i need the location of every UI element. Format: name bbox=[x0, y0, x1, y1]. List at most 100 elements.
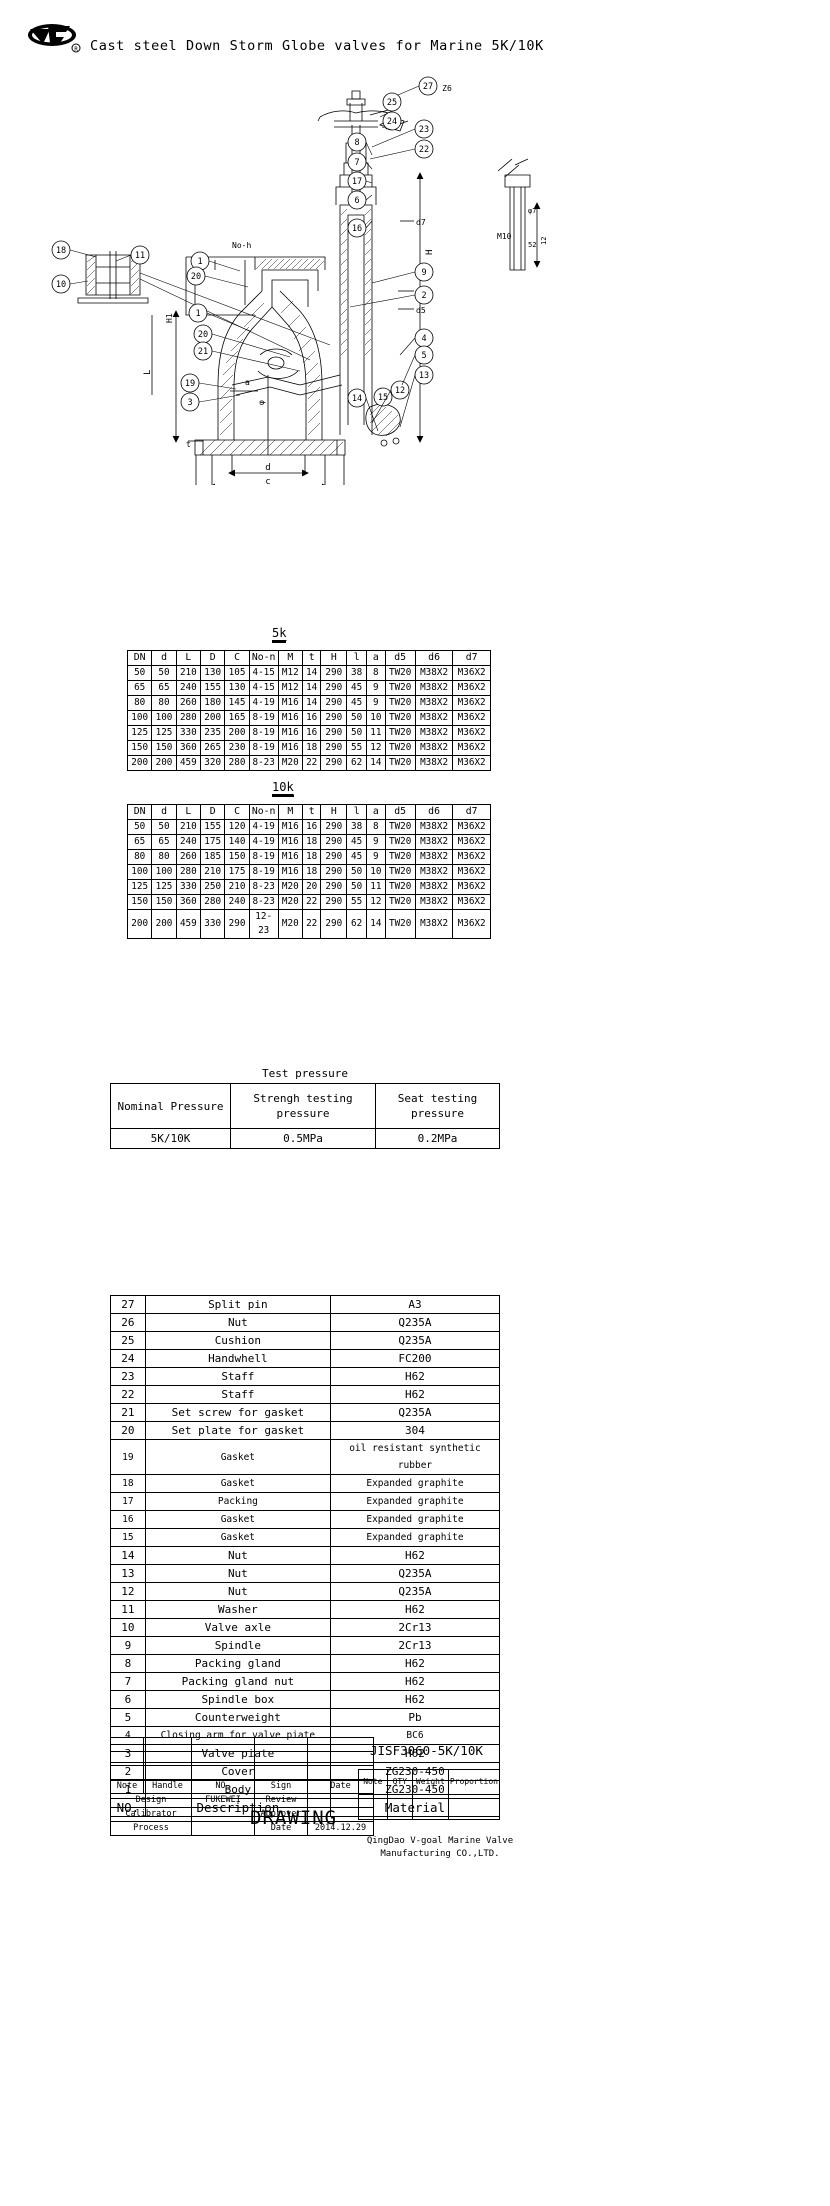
svg-text:No-h: No-h bbox=[232, 241, 251, 250]
table-cell: 50 bbox=[346, 725, 368, 741]
part-number: 13 bbox=[110, 1564, 146, 1583]
table-row: 100 100 280 210 175 8-19 M16 18 290 50 10 TW20 M38X2… bbox=[126, 864, 491, 880]
svg-text:11: 11 bbox=[135, 251, 145, 261]
title-block-header-sign: Sign bbox=[254, 1779, 308, 1794]
svg-text:21: 21 bbox=[198, 347, 208, 357]
table-cell: 65 bbox=[126, 834, 153, 850]
company-logo-icon: R bbox=[28, 24, 81, 53]
td-strength-testing: 0.5MPa bbox=[230, 1128, 376, 1149]
title-block-header-handle: Handle bbox=[143, 1779, 192, 1794]
title-block-name bbox=[191, 1821, 255, 1836]
table-cell: M36X2 bbox=[452, 725, 491, 741]
table-cell: 200 bbox=[126, 755, 153, 771]
test-pressure-caption: Test pressure bbox=[261, 1067, 349, 1080]
title-block-blank-cell bbox=[143, 1751, 192, 1766]
part-number: 14 bbox=[110, 1546, 146, 1565]
table-row: 150 150 360 280 240 8-23 M20 22 290 55 12 TW20 M38X2… bbox=[126, 894, 491, 910]
title-block-role: Design bbox=[110, 1793, 192, 1808]
col-header-d: d bbox=[151, 804, 177, 820]
table-cell: 9 bbox=[366, 849, 386, 865]
svg-text:27: 27 bbox=[423, 82, 433, 92]
title-block-blank-cell bbox=[110, 1737, 144, 1752]
table-cell: 18 bbox=[301, 740, 322, 756]
svg-text:H1: H1 bbox=[165, 313, 174, 323]
table-cell: 125 bbox=[126, 725, 153, 741]
table-label-5k: 5k bbox=[272, 626, 287, 643]
table-cell: 280 bbox=[175, 710, 202, 726]
table-cell: 210 bbox=[224, 879, 250, 895]
col-header-c: C bbox=[224, 804, 250, 820]
title-block: Note Handle NO. Sign Date Design FUKEWEI Review… bbox=[110, 1737, 513, 1887]
table-row: 100 100 280 200 165 8-19 M16 16 290 50 10 TW20 M38X2… bbox=[126, 710, 491, 726]
part-number: 5 bbox=[110, 1708, 146, 1727]
table-row: 200 200 459 330 290 12-23 M20 22 290 62 14 TW20 M38X… bbox=[126, 909, 491, 939]
col-header-dn: DN bbox=[126, 804, 153, 820]
company-line-2: Manufacturing CO.,LTD. bbox=[380, 1849, 500, 1859]
table-row: 200 200 459 320 280 8-23 M20 22 290 62 14 TW20 M38X2… bbox=[126, 755, 491, 771]
svg-text:1: 1 bbox=[195, 309, 200, 319]
part-number: 10 bbox=[110, 1618, 146, 1637]
table-cell: 9 bbox=[366, 680, 386, 696]
table-cell: 280 bbox=[224, 755, 250, 771]
svg-text:52: 52 bbox=[528, 241, 536, 249]
svg-text:a: a bbox=[245, 378, 250, 387]
table-cell: 290 bbox=[320, 725, 348, 741]
col-header-d: d bbox=[151, 650, 177, 666]
title-block-blank-cell bbox=[110, 1765, 144, 1780]
table-cell: 130 bbox=[200, 665, 226, 681]
part-description: Gasket bbox=[144, 1439, 331, 1475]
title-block-header-note: Note bbox=[110, 1779, 144, 1794]
table-cell: 12 bbox=[366, 740, 386, 756]
title-block-blank-row bbox=[110, 1765, 374, 1780]
parts-row: 15 Gasket Expanded graphite bbox=[110, 1528, 501, 1547]
title-block-value: 2014.12.29 bbox=[307, 1821, 374, 1836]
table-cell: M38X2 bbox=[414, 834, 454, 850]
table-cell: M38X2 bbox=[414, 879, 454, 895]
table-cell: 200 bbox=[224, 725, 250, 741]
table-cell: 230 bbox=[224, 740, 250, 756]
title-block-blank-row bbox=[110, 1737, 374, 1752]
table-cell: 290 bbox=[320, 894, 348, 910]
table-cell: 330 bbox=[200, 909, 226, 939]
part-material: FC200 bbox=[329, 1349, 501, 1368]
table-cell: 290 bbox=[320, 665, 348, 681]
table-cell: 62 bbox=[346, 755, 368, 771]
title-block-blank-cell bbox=[254, 1751, 308, 1766]
table-cell: 9 bbox=[366, 834, 386, 850]
part-number: 25 bbox=[110, 1331, 146, 1350]
table-cell: M38X2 bbox=[414, 710, 454, 726]
col-header-h: H bbox=[320, 650, 348, 666]
svg-text:17: 17 bbox=[352, 177, 362, 187]
svg-text:23: 23 bbox=[419, 125, 429, 135]
table-cell: 459 bbox=[175, 755, 202, 771]
part-number: 8 bbox=[110, 1654, 146, 1673]
table-cell: M16 bbox=[277, 834, 303, 850]
table-cell: 100 bbox=[126, 710, 153, 726]
parts-row: 20 Set plate for gasket 304 bbox=[110, 1421, 501, 1440]
table-cell: 165 bbox=[224, 710, 250, 726]
table-cell: TW20 bbox=[384, 755, 416, 771]
col-header-c: C bbox=[224, 650, 250, 666]
table-cell: M36X2 bbox=[452, 710, 491, 726]
table-cell: 155 bbox=[200, 680, 226, 696]
page-header: R Cast steel Down Storm Globe valves for… bbox=[0, 14, 830, 58]
drawing-word: DRAWING bbox=[250, 1807, 338, 1829]
table-cell: 330 bbox=[175, 879, 202, 895]
part-number: 6 bbox=[110, 1690, 146, 1709]
svg-text:t: t bbox=[186, 440, 191, 449]
part-description: Packing gland nut bbox=[144, 1672, 331, 1691]
table-cell: 22 bbox=[301, 755, 322, 771]
parts-row: 5 Counterweight Pb bbox=[110, 1708, 501, 1727]
svg-text:4: 4 bbox=[421, 334, 426, 344]
part-material: 304 bbox=[329, 1421, 501, 1440]
table-cell: TW20 bbox=[384, 665, 416, 681]
table-cell: 20 bbox=[301, 879, 322, 895]
table-cell: M16 bbox=[277, 710, 303, 726]
parts-row: 17 Packing Expanded graphite bbox=[110, 1492, 501, 1511]
table-cell: M36X2 bbox=[452, 909, 491, 939]
table-cell: M20 bbox=[277, 894, 303, 910]
table-cell: TW20 bbox=[384, 725, 416, 741]
table-cell: TW20 bbox=[384, 909, 416, 939]
